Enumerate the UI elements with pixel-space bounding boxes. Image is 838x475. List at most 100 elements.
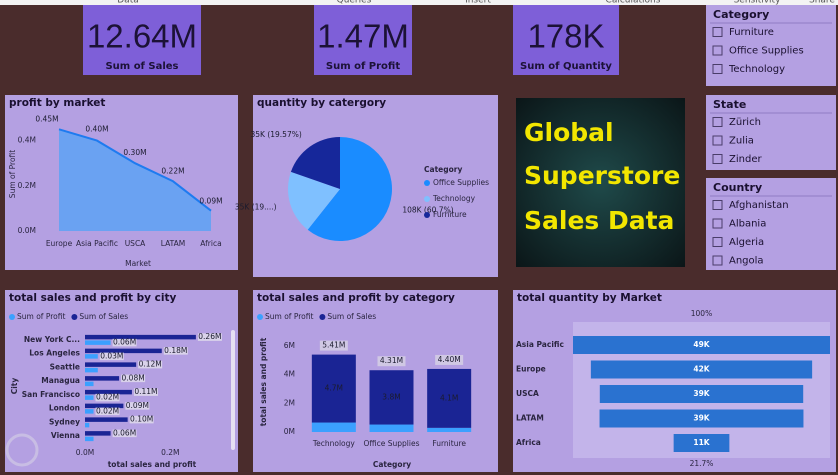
slicer-item[interactable]: Afghanistan xyxy=(729,200,789,211)
y-tick-label: Vienna xyxy=(51,431,80,440)
x-axis-title: total sales and profit xyxy=(108,460,197,469)
checkbox[interactable] xyxy=(712,135,723,146)
menu-item[interactable]: Sensitivity xyxy=(734,0,782,6)
checkbox[interactable] xyxy=(712,117,723,127)
pie-slice xyxy=(307,137,393,242)
y-tick-label: London xyxy=(49,404,80,413)
line xyxy=(58,128,212,212)
checkbox[interactable] xyxy=(712,200,723,210)
data-label: 0.45M xyxy=(35,114,58,123)
data-label-bg xyxy=(95,393,120,402)
banner-text: Sales Data xyxy=(524,206,674,235)
checkbox[interactable] xyxy=(712,255,723,266)
legend-marker xyxy=(319,314,326,320)
bar xyxy=(85,381,94,387)
legend-label: Office Supplies xyxy=(433,178,489,187)
data-label: 0.18M xyxy=(164,346,187,355)
data-label-bg xyxy=(138,360,163,369)
bar xyxy=(85,436,94,442)
menu-item[interactable]: Calculations xyxy=(606,0,661,6)
slicer-item[interactable]: Zulia xyxy=(729,136,754,147)
menu-item[interactable]: Insert xyxy=(465,0,491,6)
data-label: 0.02M xyxy=(96,393,119,402)
kpi-card xyxy=(83,5,201,75)
slicer xyxy=(706,178,836,270)
y-tick-label: 6M xyxy=(284,341,295,350)
kpi-value: 12.64M xyxy=(87,18,197,55)
bar xyxy=(85,395,94,400)
scrollbar[interactable] xyxy=(231,330,235,450)
legend-marker xyxy=(71,314,78,320)
total-label-bg xyxy=(377,356,406,367)
menu-item[interactable]: Data xyxy=(117,0,139,6)
bar xyxy=(85,348,162,354)
y-tick-label: Los Angeles xyxy=(29,349,80,358)
legend-marker xyxy=(9,314,15,320)
data-label: 39K xyxy=(693,414,710,423)
funnel-bar xyxy=(590,360,813,379)
slicer-item[interactable]: Zürich xyxy=(729,117,761,128)
bar xyxy=(85,389,132,395)
category-label: Africa xyxy=(516,438,541,447)
slicer-item[interactable]: Furniture xyxy=(729,27,774,38)
x-tick-label: 0.2M xyxy=(161,448,179,457)
funnel-bar xyxy=(599,385,804,403)
bar xyxy=(85,417,128,422)
banner-image xyxy=(516,98,685,267)
data-label-bg xyxy=(133,388,158,396)
category-label: Asia Pacific xyxy=(516,340,564,349)
checkbox[interactable] xyxy=(712,218,723,229)
chart-title: quantity by catergory xyxy=(257,97,386,109)
legend-label: Sum of Sales xyxy=(327,312,376,321)
data-label: 42K xyxy=(693,365,710,374)
slicer-title: State xyxy=(713,98,746,111)
bar xyxy=(85,367,98,373)
data-label: 35K (19.57%) xyxy=(250,130,301,139)
slicer-item[interactable]: Technology xyxy=(728,64,785,75)
slicer-item[interactable]: Office Supplies xyxy=(729,46,804,57)
funnel-top-label: 100% xyxy=(691,309,712,318)
checkbox[interactable] xyxy=(712,27,723,37)
bar-segment xyxy=(369,424,414,432)
x-axis-title: Market xyxy=(125,259,151,268)
slicer-item[interactable]: Zinder xyxy=(729,154,762,165)
legend-label: Sum of Profit xyxy=(17,312,65,321)
data-label: 4.1M xyxy=(440,393,458,402)
data-label: 0.12M xyxy=(139,360,162,369)
checkbox[interactable] xyxy=(712,64,723,74)
bar-segment xyxy=(369,370,414,425)
bar xyxy=(85,354,98,359)
x-axis-title: Category xyxy=(373,460,411,469)
checkbox[interactable] xyxy=(712,154,723,164)
bar xyxy=(85,340,111,345)
slicer-item[interactable]: Albania xyxy=(729,219,766,230)
area xyxy=(59,129,211,231)
y-tick-label: Sydney xyxy=(49,417,80,426)
data-label: 0.10M xyxy=(130,415,153,424)
x-tick-label: Technology xyxy=(312,439,356,448)
bar-segment xyxy=(427,368,472,428)
slicer-item[interactable]: Angola xyxy=(729,256,764,267)
menu-item[interactable]: Queries xyxy=(337,0,372,6)
data-label: 11K xyxy=(693,438,710,447)
checkbox[interactable] xyxy=(712,45,723,56)
y-tick-label: 0.2M xyxy=(18,181,36,190)
y-tick-label: Managua xyxy=(41,376,80,385)
data-label: 0.03M xyxy=(100,351,123,360)
data-label: 0.09M xyxy=(126,401,149,410)
legend-marker xyxy=(257,314,263,320)
total-label: 4.40M xyxy=(438,355,461,364)
slicer xyxy=(706,95,836,170)
menu-item[interactable]: Share xyxy=(809,0,835,6)
legend-label: Technology xyxy=(432,194,476,203)
slicer-item[interactable]: Algeria xyxy=(729,237,764,248)
slicer xyxy=(706,5,836,86)
kpi-card xyxy=(314,5,412,75)
data-label: 0.30M xyxy=(123,148,146,157)
total-label-bg xyxy=(435,354,464,365)
y-axis-title: total sales and profit xyxy=(259,337,268,426)
data-label: 0.02M xyxy=(96,406,119,415)
y-tick-label: 0.0M xyxy=(18,226,36,235)
bar xyxy=(85,431,111,436)
checkbox[interactable] xyxy=(712,237,723,247)
